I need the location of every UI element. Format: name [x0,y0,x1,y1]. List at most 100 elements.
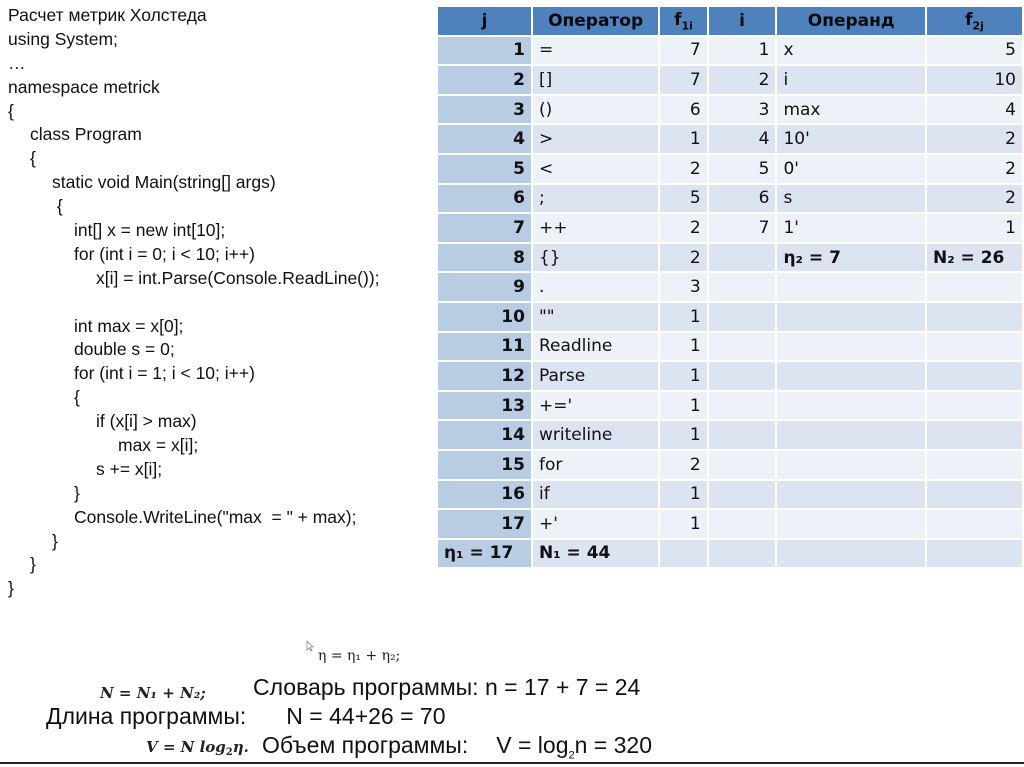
operator-frequency-cell: 1 [660,125,707,153]
operand-cell: i [777,66,925,94]
operand-frequency-cell [926,362,1022,390]
code-line: { [74,387,80,408]
operator-cell: Readline [532,332,659,361]
operand-index-cell [708,421,776,449]
operand-cell: 0' [777,154,925,183]
operator-frequency-cell: 1 [660,302,707,331]
operand-index-cell [708,332,776,361]
operand-index-cell: 3 [708,95,776,124]
summary-length: Длина программы: N = 44+26 = 70 [46,703,446,730]
header-operand: Операнд [777,7,925,35]
code-line: s += x[i]; [96,458,163,479]
row-index: 14 [438,421,531,449]
table-row: 2[] 7 2 i 10 [438,66,1022,94]
table-row: 4 >1 4 10' 2 [438,125,1022,153]
operator-cell: > [532,125,659,153]
code-line: { [52,196,63,217]
operand-index-cell [708,243,776,272]
operand-cell: x [777,36,925,65]
code-line: } [30,554,36,575]
operator-cell: ++ [532,214,659,242]
operand-index-cell [708,450,776,479]
operand-frequency-cell: 5 [926,36,1022,65]
table-row: 10 "" 1 [438,302,1022,331]
row-index: 6 [438,184,531,213]
bottom-divider [0,762,1024,764]
summary-length-label: Длина программы: [46,703,247,729]
summary-volume-value-suffix: n = 320 [574,732,652,758]
table-row: 6; 5 6 s 2 [438,184,1022,213]
code-line: } [8,578,14,599]
footer-empty-cell [926,539,1022,568]
table-footer-row: η₁ = 17 N₁ = 44 [438,539,1022,568]
row-index: 10 [438,302,531,331]
code-listing: Расчет метрик Холстеда using System; … nam… [8,4,430,601]
operator-frequency-cell: 7 [660,36,707,65]
operand-cell [777,273,925,301]
row-index: 8 [438,243,531,272]
code-line: namespace metrick [8,76,160,97]
table-row: 14 writeline 1 [438,421,1022,449]
operator-frequency-cell: 1 [660,332,707,361]
operator-cell: +=' [532,391,659,420]
code-line: class Program [30,124,142,145]
operator-frequency-cell: 1 [660,391,707,420]
code-line: double s = 0; [74,339,175,360]
pointer-marker-icon [306,640,314,652]
row-index: 15 [438,450,531,479]
table-row: 17 +' 1 [438,510,1022,538]
operand-index-cell: 7 [708,214,776,242]
operator-frequency-cell: 1 [660,510,707,538]
code-line: { [8,100,14,121]
operand-cell: max [777,95,925,124]
operand-frequency-cell: 2 [926,184,1022,213]
row-index: 4 [438,125,531,153]
header-i: i [708,7,776,35]
code-line: } [52,530,58,551]
operand-frequency-cell [926,450,1022,479]
operand-frequency-cell: 2 [926,125,1022,153]
summary-vocabulary: Словарь программы: n = 17 + 7 = 24 [253,674,640,701]
operand-cell [777,480,925,509]
operator-cell: "" [532,302,659,331]
table-row: 9.3 [438,273,1022,301]
summary-length-value: N = 44+26 = 70 [286,703,446,729]
formula-volume: V = N log2η. [146,738,249,758]
operand-cell: η₂ = 7 [777,243,925,272]
operand-index-cell [708,391,776,420]
operand-index-cell [708,273,776,301]
operator-frequency-cell: 3 [660,273,707,301]
summary-volume-subscript: 2 [568,749,575,762]
header-operator: Оператор [532,7,659,35]
table-header-row: j Оператор f1i i Операнд f2j [438,7,1022,35]
row-index: 13 [438,391,531,420]
operand-cell [777,510,925,538]
code-line: for (int i = 0; i < 10; i++) [74,243,255,264]
table-row: 15 for 2 [438,450,1022,479]
operator-cell: = [532,36,659,65]
table-row: 1 = 7 1 x 5 [438,36,1022,65]
operand-cell [777,391,925,420]
formula-volume-suffix: η. [232,738,249,756]
operator-frequency-cell: 2 [660,243,707,272]
table-row: 3() 6 3 max 4 [438,95,1022,124]
halstead-metrics-table: j Оператор f1i i Операнд f2j 1 = 7 1 x 5 2[] 7 2… [436,5,1024,569]
operator-frequency-cell: 1 [660,421,707,449]
operator-cell: +' [532,510,659,538]
code-line: int max = x[0]; [74,315,184,336]
operator-frequency-cell: 2 [660,154,707,183]
row-index: 17 [438,510,531,538]
footer-empty-cell [660,539,707,568]
code-line: for (int i = 1; i < 10; i++) [74,363,255,384]
summary-volume-label: Объем программы: [262,732,469,758]
header-f1: f1i [660,7,707,35]
operand-cell: 1' [777,214,925,242]
row-index: 7 [438,214,531,242]
table-row: 8{} 2 η₂ = 7 N₂ = 26 [438,243,1022,272]
operator-cell: [] [532,66,659,94]
row-index: 3 [438,95,531,124]
operand-frequency-cell [926,510,1022,538]
header-f1-subscript: 1i [681,18,693,32]
operator-cell: if [532,480,659,509]
formula-vocabulary: η = η₁ + η₂; [318,648,401,664]
